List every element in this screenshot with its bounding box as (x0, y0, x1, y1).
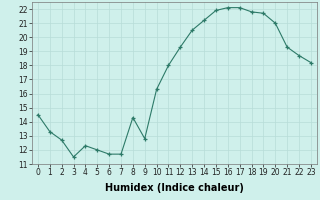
X-axis label: Humidex (Indice chaleur): Humidex (Indice chaleur) (105, 183, 244, 193)
